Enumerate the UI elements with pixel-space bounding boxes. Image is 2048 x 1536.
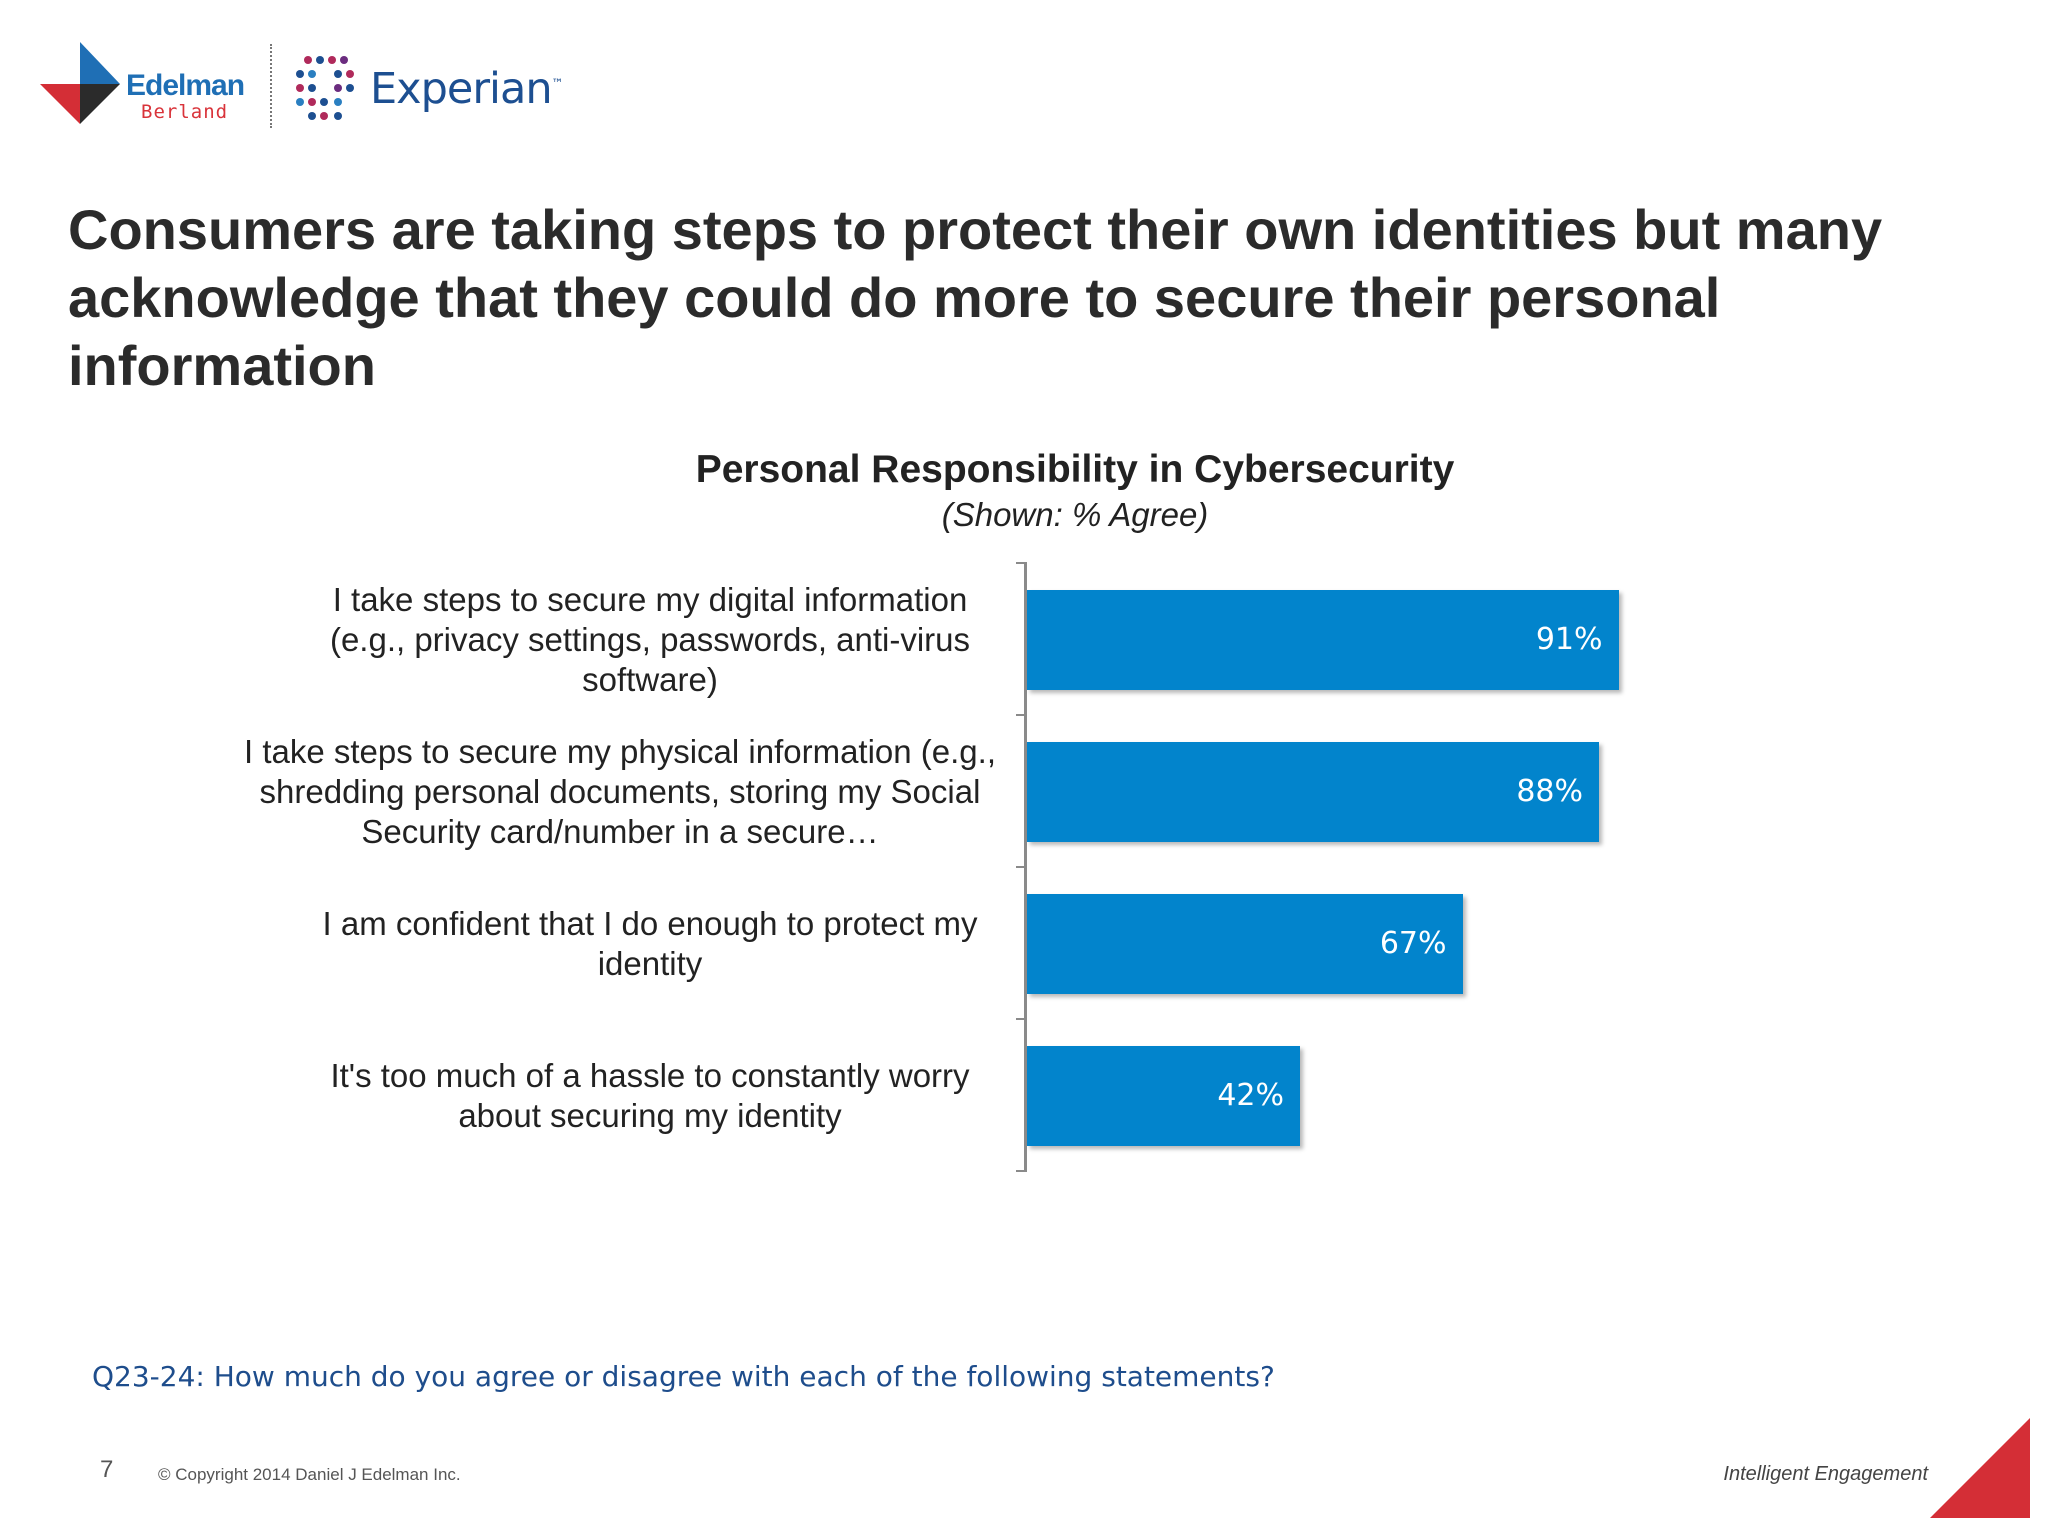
bar-chart: 91% 88% 67% 42% [1016,562,1644,1172]
bar: 91% [1027,590,1619,690]
bar: 88% [1027,742,1599,842]
bar-value-label: 67% [1379,926,1447,961]
page-number: 7 [100,1456,114,1483]
edelman-name: Edelman [126,69,245,102]
axis-tick [1016,1170,1027,1172]
experian-name: Experian™ [370,64,564,114]
category-label: I am confident that I do enough to prote… [322,905,978,982]
category-label: It's too much of a hassle to constantly … [330,1057,970,1134]
category-label: I take steps to secure my physical infor… [244,733,996,850]
tagline: Intelligent Engagement [1723,1463,1928,1485]
axis-tick [1016,866,1027,868]
chart-subtitle: (Shown: % Agree) [941,496,1209,533]
axis-tick [1016,714,1027,716]
survey-question: Q23-24: How much do you agree or disagre… [92,1360,1275,1393]
logo-bar: Edelman Berland Experian™ [38,40,564,140]
corner-triangle [1930,1418,2030,1518]
edelman-logo-mark [40,42,120,124]
experian-logo-mark [296,56,354,120]
edelman-logo-text: Edelman Berland [126,69,245,123]
bar-value-label: 88% [1516,774,1583,809]
edelman-sub: Berland [141,101,229,123]
bar-value-label: 91% [1535,622,1603,657]
logo-divider [270,44,272,128]
axis-tick [1016,562,1027,564]
category-label: I take steps to secure my digital inform… [329,581,971,698]
axis-tick [1016,1018,1027,1020]
page-title: Consumers are taking steps to protect th… [68,198,1883,397]
bar: 42% [1027,1046,1300,1146]
chart-title: Personal Responsibility in Cybersecurity [695,448,1455,491]
bar: 67% [1027,894,1463,994]
copyright-notice: © Copyright 2014 Daniel J Edelman Inc. [158,1465,461,1484]
bar-value-label: 42% [1217,1078,1284,1113]
